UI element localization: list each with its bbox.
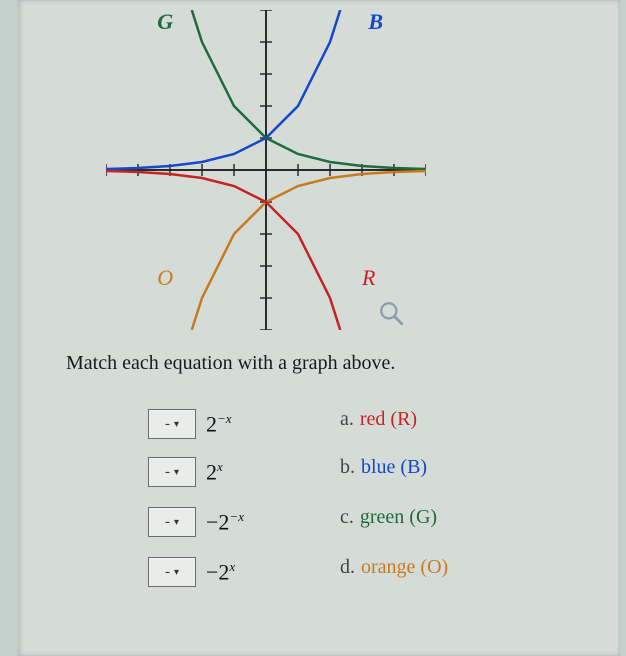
chevron-down-icon: ▾ [174, 467, 179, 478]
chevron-down-icon: ▾ [174, 567, 179, 578]
answer-select-4[interactable]: -▾ [148, 557, 196, 587]
option-b: b.blue (B) [340, 456, 427, 479]
magnifier-icon[interactable] [378, 300, 404, 326]
equation-row: -▾ 2−x [148, 406, 292, 442]
svg-text:R: R [361, 265, 376, 290]
option-label: blue (B) [361, 456, 427, 478]
option-label: green (G) [360, 506, 437, 528]
equation-label: 2−x [206, 411, 292, 437]
svg-text:B: B [367, 10, 383, 34]
option-label: orange (O) [361, 556, 448, 578]
option-label: red (R) [360, 408, 417, 430]
answer-select-3[interactable]: -▾ [148, 507, 196, 537]
svg-text:G: G [157, 10, 173, 34]
option-a: a.red (R) [340, 408, 417, 431]
question-prompt: Match each equation with a graph above. [66, 352, 395, 375]
equation-row: -▾ −2−x [148, 504, 292, 540]
equation-row: -▾ 2x [148, 454, 292, 490]
equation-label: 2x [206, 459, 292, 485]
worksheet-page: G B O R Match each equation with a graph ab… [18, 0, 620, 656]
chevron-down-icon: ▾ [174, 419, 179, 430]
graph-chart: G B O R [106, 10, 426, 330]
option-d: d.orange (O) [340, 556, 448, 579]
equation-label: −2−x [206, 509, 292, 535]
option-c: c.green (G) [340, 506, 437, 529]
equation-label: −2x [206, 559, 292, 585]
equation-row: -▾ −2x [148, 554, 292, 590]
svg-text:O: O [157, 265, 173, 290]
chevron-down-icon: ▾ [174, 517, 179, 528]
answer-select-2[interactable]: -▾ [148, 457, 196, 487]
answer-select-1[interactable]: -▾ [148, 409, 196, 439]
